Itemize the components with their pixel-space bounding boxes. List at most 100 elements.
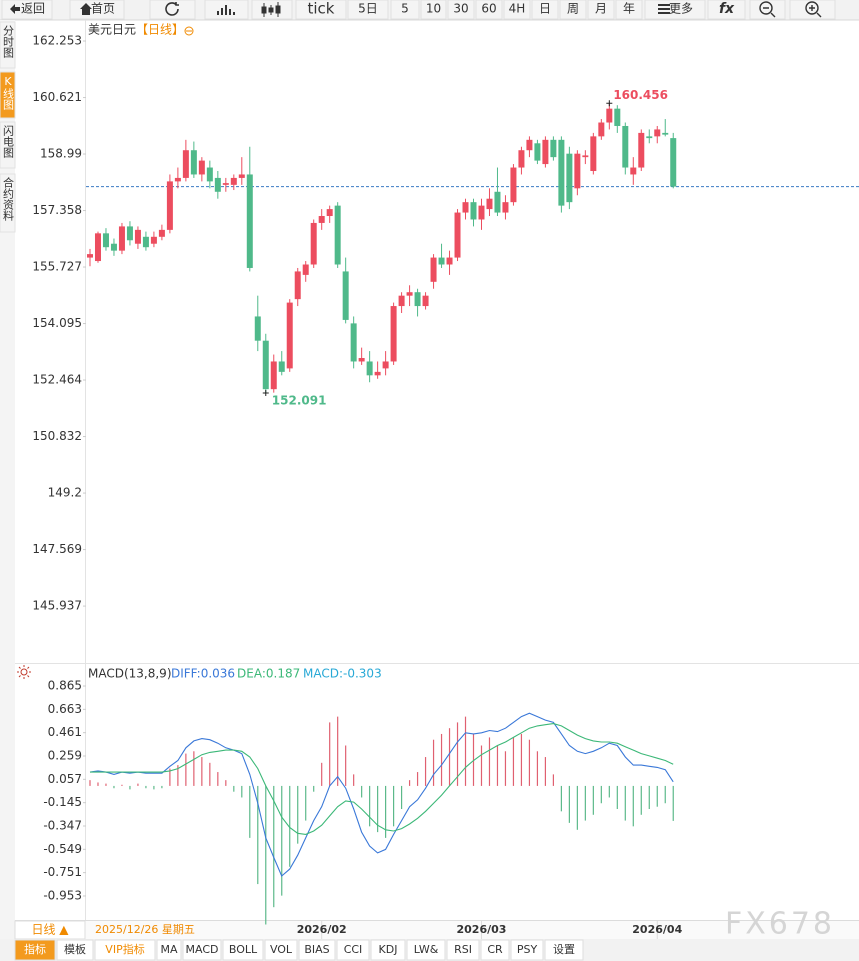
back-icon[interactable] <box>10 4 20 14</box>
footer-tab[interactable] <box>56 939 94 961</box>
period-selector-label[interactable]: 日线 ▲ <box>31 923 69 937</box>
toolbar-button[interactable] <box>615 0 643 20</box>
footer-tab-label[interactable]: BOLL <box>229 943 258 956</box>
toolbar-button[interactable] <box>707 0 746 20</box>
toolbar-button-label[interactable]: 10 <box>426 2 441 16</box>
footer-tab-label[interactable]: PSY <box>517 943 538 956</box>
settings-icon[interactable] <box>17 665 31 679</box>
toolbar-button-label[interactable]: 4H <box>509 2 526 16</box>
footer-tab-label[interactable]: 模板 <box>64 942 86 956</box>
candle-body <box>262 340 269 390</box>
footer-tab-label[interactable]: LW& <box>414 943 439 956</box>
footer-tab-label[interactable]: 设置 <box>553 943 575 956</box>
footer-tab[interactable] <box>544 939 584 961</box>
candle-body <box>310 222 317 265</box>
candle-body <box>334 205 341 265</box>
footer-tab[interactable] <box>370 939 406 961</box>
toolbar-button[interactable] <box>475 0 503 20</box>
toolbar-icon-button[interactable] <box>149 0 196 20</box>
toolbar-button-label[interactable]: 年 <box>623 2 635 16</box>
toolbar-icon-button[interactable] <box>749 0 786 20</box>
sidebar-tab-label[interactable]: K线图 <box>2 75 15 111</box>
zoom-out-mark[interactable] <box>763 7 776 18</box>
toolbar-button-label[interactable]: 返回 <box>21 2 45 16</box>
refresh-icon[interactable] <box>165 2 179 16</box>
toolbar-button[interactable] <box>587 0 615 20</box>
footer-tab-label[interactable]: RSI <box>454 943 472 956</box>
footer-tab-label[interactable]: CCI <box>344 943 363 956</box>
candle-body <box>342 271 349 320</box>
footer-tab-label[interactable]: MA <box>160 943 177 956</box>
footer-tab[interactable] <box>182 939 222 961</box>
toolbar-button-label[interactable]: 首页 <box>91 2 115 16</box>
bar-chart-icon[interactable] <box>217 5 235 15</box>
sidebar-tab[interactable] <box>0 121 16 169</box>
y-tick-label: -0.751 <box>43 865 82 879</box>
sidebar-tab-label[interactable]: 分时图 <box>2 25 15 59</box>
toolbar-button-label[interactable]: 日 <box>539 2 551 16</box>
toolbar-button[interactable] <box>390 0 420 20</box>
zoom-in-mark[interactable] <box>809 5 822 18</box>
toolbar-button-label[interactable]: 60 <box>481 2 496 16</box>
toolbar-button-label[interactable]: 更多 <box>669 2 693 16</box>
candle-body <box>462 202 469 213</box>
footer-tab[interactable] <box>14 939 56 961</box>
home-icon[interactable] <box>80 3 92 15</box>
legend-label: DEA:0.187 <box>237 667 300 681</box>
footer-tab-label[interactable]: KDJ <box>379 943 398 956</box>
candle-body <box>110 243 117 251</box>
candle-body <box>294 271 301 300</box>
candle-body <box>382 361 389 369</box>
candle-body <box>214 177 221 192</box>
footer-tab-label[interactable]: CR <box>487 943 503 956</box>
candle-body <box>102 233 109 248</box>
candle-body <box>246 174 253 268</box>
toolbar-button-label[interactable]: 5日 <box>358 2 378 16</box>
candle-body <box>550 139 557 158</box>
toolbar-button[interactable] <box>531 0 559 20</box>
legend-label: MACD:-0.303 <box>303 667 382 681</box>
candle-body <box>646 136 653 139</box>
footer-tab-label[interactable]: BIAS <box>304 943 329 956</box>
footer-tab[interactable] <box>446 939 480 961</box>
footer-tab-label[interactable]: VOL <box>270 943 293 956</box>
footer-tab[interactable] <box>264 939 298 961</box>
sidebar-tab[interactable] <box>0 173 16 233</box>
candle-body <box>494 191 501 213</box>
toolbar-button[interactable] <box>420 0 447 20</box>
period-toggle-icon[interactable] <box>184 26 194 36</box>
toolbar-button-label[interactable]: 周 <box>567 2 579 16</box>
zoom-in-icon[interactable] <box>805 1 819 15</box>
footer-tab[interactable] <box>298 939 336 961</box>
more-icon[interactable] <box>658 4 670 14</box>
sidebar-tab-label[interactable]: 闪电图 <box>2 124 15 159</box>
footer-tab[interactable] <box>336 939 370 961</box>
toolbar-button[interactable] <box>295 0 347 20</box>
toolbar-button-label[interactable]: 月 <box>595 2 607 16</box>
toolbar-button[interactable] <box>447 0 475 20</box>
toolbar-button[interactable] <box>503 0 531 20</box>
footer-tab[interactable] <box>156 939 182 961</box>
footer-tab-label[interactable]: 指标 <box>24 942 46 956</box>
footer-tab-label[interactable]: MACD <box>186 943 219 956</box>
toolbar-button-label[interactable]: 5 <box>401 2 409 16</box>
toolbar-button[interactable] <box>559 0 587 20</box>
toolbar-button-label[interactable]: 30 <box>453 2 468 16</box>
toolbar-button[interactable] <box>347 0 389 20</box>
candle-body <box>470 202 477 220</box>
footer-tab[interactable] <box>406 939 446 961</box>
footer-tab[interactable] <box>480 939 510 961</box>
candle-body <box>598 122 605 137</box>
candle-body <box>390 306 397 362</box>
sidebar-tab[interactable] <box>0 71 16 119</box>
toolbar-button-label[interactable]: fx <box>719 1 735 17</box>
footer-tab[interactable] <box>510 939 544 961</box>
zoom-out-icon[interactable] <box>759 1 773 15</box>
footer-tab-label[interactable]: VIP指标 <box>105 942 144 956</box>
footer-tab[interactable] <box>94 939 156 961</box>
candle-icon[interactable] <box>261 2 281 17</box>
sidebar-tab[interactable] <box>0 21 16 69</box>
sidebar-tab-label[interactable]: 合约资料 <box>2 176 15 222</box>
toolbar-button-label[interactable]: tick <box>308 0 335 18</box>
footer-tab[interactable] <box>222 939 264 961</box>
